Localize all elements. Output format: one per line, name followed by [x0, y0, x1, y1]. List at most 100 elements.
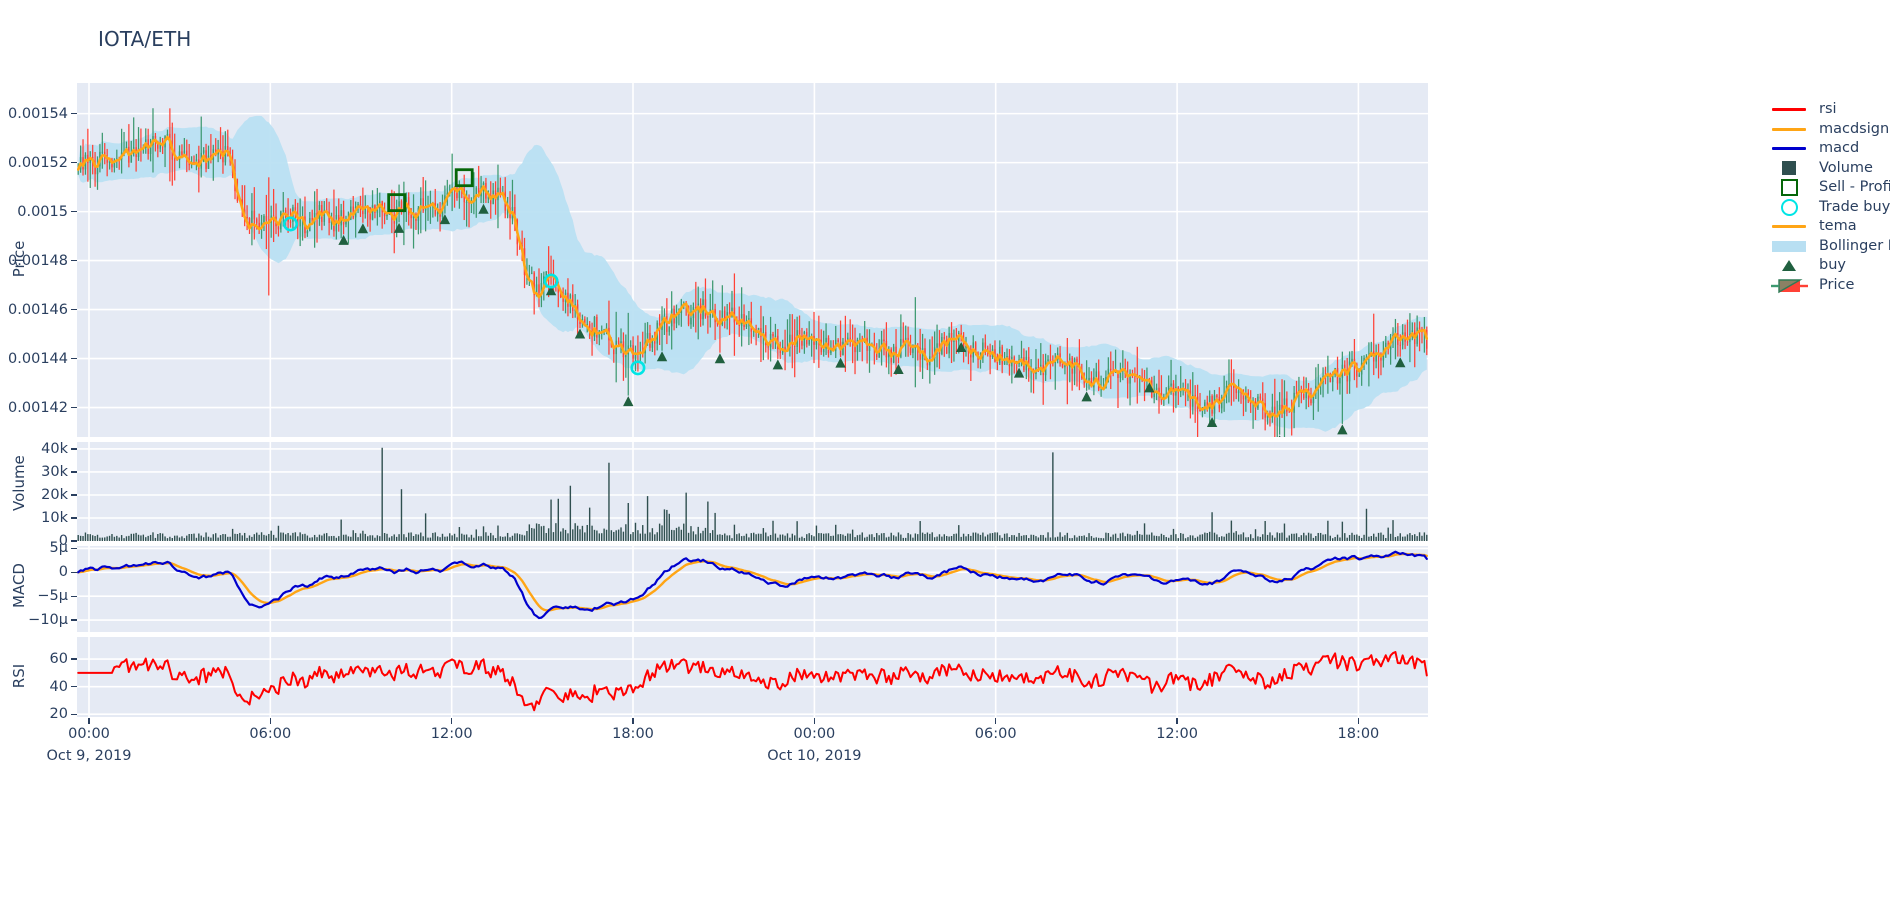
legend-item-bollinger-band[interactable]: Bollinger Band — [1768, 237, 1890, 257]
y-tick-volume: 0 — [58, 533, 68, 549]
x-date-label: Oct 10, 2019 — [767, 748, 862, 764]
legend-triangle-swatch — [1768, 256, 1810, 276]
x-tick-label: 00:00 — [793, 726, 836, 742]
y-tick-mark — [71, 259, 77, 262]
axis-title-rsi: RSI — [10, 663, 28, 689]
legend-item-label: Bollinger Band — [1819, 237, 1890, 254]
legend-band-icon — [1772, 240, 1806, 252]
legend-item-trade-buy[interactable]: Trade buy — [1768, 198, 1890, 218]
legend-item-buy[interactable]: buy — [1768, 256, 1890, 276]
x-tick-label: 18:00 — [612, 726, 654, 742]
legend-square-open-icon — [1780, 179, 1798, 197]
y-tick-mark — [71, 448, 77, 450]
y-tick-macd: 0 — [58, 564, 68, 581]
legend-candlestick-icon — [1771, 279, 1808, 293]
macd-chart-svg — [77, 546, 1428, 632]
legend-item-label: macdsignal — [1819, 120, 1890, 137]
y-tick-mark — [71, 161, 77, 164]
y-tick-mark — [71, 540, 77, 542]
legend-line-swatch — [1768, 217, 1810, 237]
y-tick-macd: 5µ — [49, 540, 68, 557]
x-tick-label: 12:00 — [430, 726, 473, 742]
y-tick-volume: 20k — [41, 487, 68, 503]
legend-triangle-up-icon — [1782, 260, 1796, 272]
legend-line-icon — [1772, 147, 1806, 151]
x-tick-mark — [269, 718, 271, 724]
legend-item-macdsignal[interactable]: macdsignal — [1768, 120, 1890, 140]
legend-item-macd[interactable]: macd — [1768, 139, 1890, 159]
x-tick-mark — [813, 718, 816, 724]
y-tick-mark — [71, 686, 77, 688]
legend-item-price[interactable]: Price — [1768, 276, 1890, 296]
y-tick-mark — [71, 471, 77, 473]
y-tick-price: 0.00148 — [8, 252, 68, 269]
legend-item-label: Volume — [1819, 159, 1873, 176]
x-tick-mark — [1357, 718, 1360, 724]
rsi-chart-svg — [77, 637, 1428, 717]
legend-square-open-swatch — [1768, 178, 1810, 198]
y-tick-rsi: 60 — [49, 651, 68, 668]
legend-item-label: Price — [1819, 276, 1855, 293]
legend-square-icon — [1782, 161, 1796, 176]
legend-item-label: Trade buy — [1819, 198, 1890, 215]
legend-circle-open-swatch — [1768, 198, 1810, 218]
y-tick-mark — [71, 112, 77, 115]
legend-item-label: macd — [1819, 140, 1860, 156]
x-tick-label: 06:00 — [249, 726, 292, 742]
legend-item-label: tema — [1819, 218, 1857, 234]
volume-chart-svg — [77, 442, 1428, 541]
y-tick-mark — [71, 619, 77, 621]
page-title: IOTA/ETH — [98, 27, 192, 51]
axis-title-volume: Volume — [10, 454, 28, 511]
rsi-panel — [77, 637, 1428, 717]
y-tick-mark — [71, 406, 77, 409]
y-tick-macd: −5µ — [37, 588, 68, 605]
legend-circle-open-icon — [1780, 198, 1798, 216]
x-tick-mark — [451, 718, 453, 724]
y-tick-mark — [71, 517, 77, 519]
legend-item-rsi[interactable]: rsi — [1768, 100, 1890, 120]
y-tick-price: 0.00146 — [8, 301, 68, 318]
y-tick-price: 0.0015 — [17, 203, 68, 220]
x-tick-label: 06:00 — [974, 726, 1017, 742]
x-tick-mark — [88, 718, 90, 724]
legend-line-icon — [1772, 108, 1806, 112]
y-tick-price: 0.00144 — [8, 350, 68, 367]
y-tick-mark — [71, 547, 77, 550]
y-tick-volume: 10k — [41, 510, 68, 526]
y-tick-price: 0.00142 — [8, 399, 68, 416]
legend-item-label: Sell - Profit — [1819, 179, 1890, 195]
x-tick-mark — [1176, 718, 1178, 724]
x-date-label: Oct 9, 2019 — [46, 748, 132, 764]
legend-band-swatch — [1768, 237, 1810, 257]
y-tick-mark — [71, 713, 77, 715]
chart-legend: rsi macdsignal macd Volume Sell - Profit Trad… — [1768, 100, 1890, 295]
legend-candlestick-swatch — [1768, 276, 1810, 296]
axis-title-price: Price — [10, 240, 28, 278]
legend-item-volume[interactable]: Volume — [1768, 159, 1890, 179]
legend-line-icon — [1772, 127, 1806, 131]
y-tick-macd: −10µ — [28, 612, 68, 629]
y-tick-price: 0.00152 — [8, 154, 68, 171]
x-tick-mark — [995, 718, 997, 724]
legend-item-tema[interactable]: tema — [1768, 217, 1890, 237]
y-tick-mark — [71, 658, 77, 660]
y-tick-rsi: 40 — [49, 678, 68, 695]
legend-item-label: buy — [1819, 257, 1846, 273]
axis-title-macd: MACD — [10, 563, 28, 608]
legend-line-swatch — [1768, 120, 1810, 140]
legend-line-swatch — [1768, 139, 1810, 159]
x-tick-label: 12:00 — [1156, 726, 1198, 742]
macd-panel — [77, 546, 1428, 632]
legend-item-sell-profit[interactable]: Sell - Profit — [1768, 178, 1890, 198]
y-tick-volume: 40k — [41, 440, 68, 457]
y-tick-mark — [71, 357, 77, 360]
y-tick-mark — [71, 494, 77, 496]
x-tick-label: 18:00 — [1337, 726, 1380, 742]
legend-square-swatch — [1768, 159, 1810, 179]
y-tick-price: 0.00154 — [8, 105, 68, 122]
y-tick-mark — [71, 210, 77, 213]
x-tick-label: 00:00 — [68, 726, 110, 742]
volume-panel — [77, 442, 1428, 541]
